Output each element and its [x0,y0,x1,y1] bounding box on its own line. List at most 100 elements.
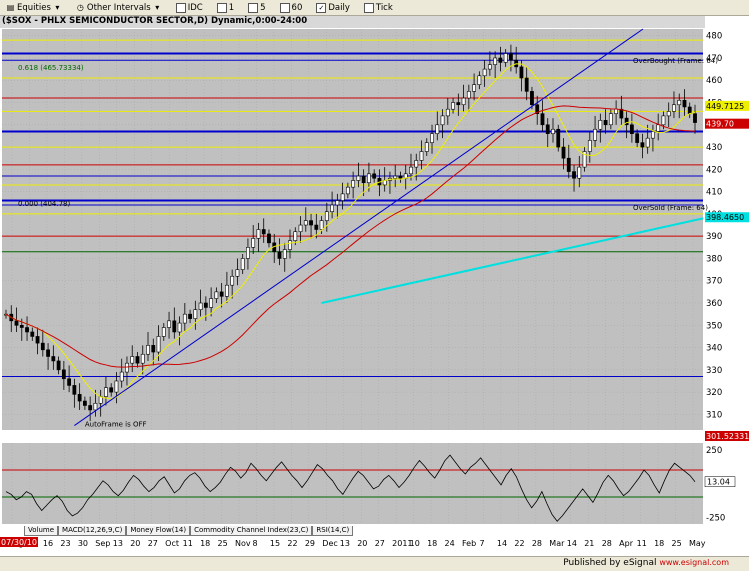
x-tick-label: 11 [637,539,647,548]
candle-body [493,57,498,65]
candle-body [282,249,287,259]
candle-body [25,327,29,333]
price-label: 301.523314 [706,432,749,441]
candle-body [140,353,145,364]
candle-body [40,342,45,351]
candle-body [114,380,119,393]
interval-60[interactable]: 60 [276,0,307,15]
candle-body [67,378,72,386]
clock-icon: ◷ [76,3,84,12]
study-tabs: Volume MACD(12,26,9,C) Money Flow(14) Co… [24,526,354,536]
candle-body [130,356,135,364]
candle-body [656,124,661,132]
candle-body [293,231,298,241]
candle-body [345,186,350,195]
candle-body [482,68,487,77]
y-tick-label: 360 [706,299,722,309]
x-tick-label: Sep [95,539,110,548]
candle-body [93,402,98,411]
toolbar: ▤ Equities ▾ ◷ Other Intervals ▾ IDC 1 5 60 … [0,0,749,16]
interval-idc[interactable]: IDC [172,0,207,15]
candle-body [545,124,550,135]
candle-body [424,142,429,152]
x-tick-label: 11 [183,539,193,548]
interval-daily[interactable]: ✓ Daily [312,0,354,15]
x-tick-label: 28 [602,539,612,548]
y-tick-label: 320 [706,388,722,398]
candle-body [161,327,166,337]
tab-cci[interactable]: Commodity Channel Index(23,C) [190,526,313,536]
candle-body [230,275,235,286]
interval-5[interactable]: 5 [244,0,269,15]
x-tick-label: Feb [462,539,476,548]
macd-tick-label: -250 [706,513,725,523]
macd-line [5,454,696,522]
candle-body [188,313,192,319]
equities-menu[interactable]: ▤ Equities ▾ [2,0,66,15]
candle-body [393,175,398,179]
candle-body [303,220,308,226]
status-bar: Published by eSignal www.esignal.com [0,556,749,571]
candle-body [251,238,256,248]
candle-body [477,75,482,85]
y-tick-label: 330 [706,366,722,376]
candle-body [561,146,566,159]
checkbox-icon [216,2,227,13]
candle-body [593,128,597,141]
candle-body [330,204,334,212]
x-tick-label: Mar [549,539,565,548]
candle-body [209,298,214,308]
x-tick-label: 25 [218,539,228,548]
candle-body [629,124,634,135]
x-tick-label: Nov [235,539,251,548]
candle-body [608,113,613,126]
tab-money-flow[interactable]: Money Flow(14) [126,526,191,536]
candle-body [603,120,608,126]
x-tick-label: May [689,539,706,548]
candle-body [614,108,619,114]
candle-body [319,220,324,230]
candle-body [651,131,655,139]
candle-body [619,108,624,119]
price-label: 439.70 [706,120,734,129]
x-tick-label: 30 [78,539,88,548]
checkbox-icon [363,2,374,13]
tab-rsi[interactable]: RSI(14,C) [312,526,354,536]
annotation-label: AutoFrame is OFF [85,420,147,428]
x-tick-label: 27 [375,539,385,548]
y-tick-label: 310 [706,410,722,420]
tab-macd[interactable]: MACD(12,26,9,C) [58,526,127,536]
interval-1[interactable]: 1 [213,0,238,15]
candle-body [361,175,366,184]
candle-body [677,99,682,106]
candle-body [624,117,629,126]
candle-body [498,57,503,63]
price-panel-bg [2,29,703,430]
y-tick-label: 370 [706,277,722,287]
candle-body [156,336,161,353]
y-tick-label: 460 [706,76,722,86]
x-tick-label: 25 [672,539,682,548]
other-intervals-menu[interactable]: ◷ Other Intervals ▾ [72,0,166,15]
tab-volume[interactable]: Volume [24,526,59,536]
candle-body [167,320,171,328]
candle-body [246,247,250,259]
candle-body [219,291,224,297]
candle-body [240,258,245,270]
x-tick-label: Dec [322,539,337,548]
y-tick-label: 420 [706,165,722,175]
esignal-logo: www.esignal.com [659,558,729,567]
candle-body [687,106,692,114]
x-tick-label: Apr [619,539,634,548]
y-tick-label: 390 [706,232,722,242]
candle-body [61,369,66,380]
candle-body [635,133,640,143]
published-by-label: Published by eSignal www.esignal.com [563,558,729,568]
candle-body [503,53,508,63]
interval-tick[interactable]: Tick [360,0,397,15]
candle-body [119,371,124,382]
candle-body [530,91,534,106]
candle-body [198,302,203,310]
candle-body [225,284,229,297]
